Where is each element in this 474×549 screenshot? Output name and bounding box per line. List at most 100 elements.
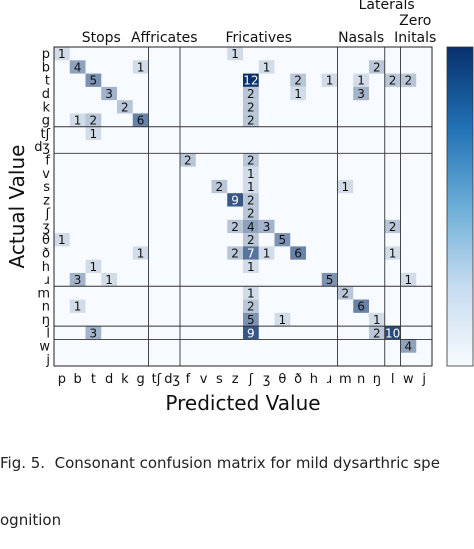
heatmap-cell [243,246,259,260]
heatmap-cell [54,233,70,247]
heatmap-cell [274,312,291,327]
y-tick-label: ð [42,247,50,262]
x-tick-label: θ [278,372,286,387]
heatmap-cell [227,193,243,207]
cell-value-label: 2 [184,153,192,167]
x-tick-label: p [58,372,66,387]
cell-value-label: 1 [342,180,350,194]
cell-value-label: 2 [121,100,129,114]
heatmap-cell [243,166,259,180]
heatmap-cell [132,60,149,74]
figure-caption: Fig. 5. Consonant confusion matrix for m… [0,416,474,549]
y-tick-label: m [37,286,50,301]
cell-value-label: 5 [326,273,334,287]
cell-value-label: 2 [247,207,255,221]
heatmap-cell [211,179,228,194]
heatmap-cell [54,47,70,61]
heatmap-cell [243,86,259,101]
heatmap-cell [353,73,369,87]
cell-value-label: 1 [74,114,82,128]
heatmap-cell [353,299,369,313]
group-labels: Stops Affricates Fricatives Nasals LateralsZ… [82,0,437,46]
heatmap-cell [337,179,354,194]
x-tick-label: ʃ [248,372,254,387]
cell-value-label: 2 [389,74,397,88]
y-tick-label: g [42,114,50,129]
heatmap-cell [243,193,259,207]
heatmap-cell [258,60,275,74]
x-tick-label: z [232,372,239,387]
heatmap-cell [69,60,86,74]
heatmap-cell [243,153,259,167]
heatmap-cell [353,86,369,101]
cell-value-label: 6 [294,247,302,261]
heatmap-cell [243,326,259,340]
x-tick-label: j [421,372,426,387]
cell-value-label: 4 [247,220,255,234]
y-tick-label: h [42,260,50,275]
heatmap-cell [227,47,243,61]
heatmap-cell [243,100,259,114]
y-axis-label: Actual Value [5,145,29,269]
cell-value-label: 1 [405,273,413,287]
heatmap-cell [243,312,259,327]
cell-value-label: 2 [247,114,255,128]
cell-value-label: 2 [90,114,98,128]
heatmap-cell [321,272,338,287]
x-tick-label: ɹ [327,372,332,387]
cell-value-label: 1 [247,286,255,300]
heatmap-cell [290,246,306,260]
x-tick-label: h [310,372,318,387]
x-tick-label: s [216,372,223,387]
cell-value-label: 1 [247,260,255,274]
cell-value-label: 3 [90,326,98,340]
heatmap-cell [243,219,259,234]
heatmap-cell [85,113,102,127]
x-tick-label: ŋ [373,372,381,387]
heatmap-cell [369,312,385,327]
heatmap-cell [369,326,385,340]
cell-value-label: 1 [137,60,145,74]
x-tick-label: ð [294,372,302,387]
cell-value-label: 10 [385,326,400,340]
group-label: Affricates [131,30,198,46]
cell-value-label: 1 [294,87,302,101]
x-tick-label: v [200,372,208,387]
y-tick-label: ʃ [45,207,51,222]
cell-value-label: 1 [90,127,98,141]
heatmap-cell [227,246,243,260]
x-tick-label: g [136,372,144,387]
cell-value-label: 1 [58,47,66,61]
y-tick-label: t [45,74,50,89]
caption-line-1: Fig. 5. Consonant confusion matrix for m… [0,454,440,472]
x-tick-label: f [186,372,191,387]
heatmap-cell [69,299,86,313]
x-tick-label: d [105,372,113,387]
heatmap-cell [400,73,417,87]
x-tick-label: n [357,372,365,387]
cell-value-label: 2 [294,74,302,88]
x-tick-label: ʒ [263,372,271,387]
y-tick-label: dʒ [34,140,50,155]
cell-value-label: 3 [357,87,365,101]
cell-value-label: 2 [373,60,381,74]
cell-value-label: 7 [247,247,255,261]
cell-value-label: 1 [105,273,113,287]
x-tick-label: m [339,372,352,387]
y-tick-label: d [42,87,50,102]
cell-value-label: 5 [90,74,98,88]
x-tick-label: dʒ [164,372,180,387]
cell-value-label: 1 [247,180,255,194]
heatmap-cell [85,326,102,340]
cell-value-label: 2 [342,286,350,300]
heatmap-cell [400,272,417,287]
heatmap-cells: 1 14 1 1 25 12 2 1 1 2 23 2 1 32 21 2 6 212 212 1 19 222 4 3 21 2… [54,47,432,366]
heatmap-cell [243,299,259,313]
x-tick-label: t [91,372,96,387]
heatmap-cell [384,246,401,260]
group-label: Stops [82,30,121,46]
cell-value-label: 2 [373,326,381,340]
cell-value-label: 1 [373,313,381,327]
heatmap-cell [274,233,291,247]
